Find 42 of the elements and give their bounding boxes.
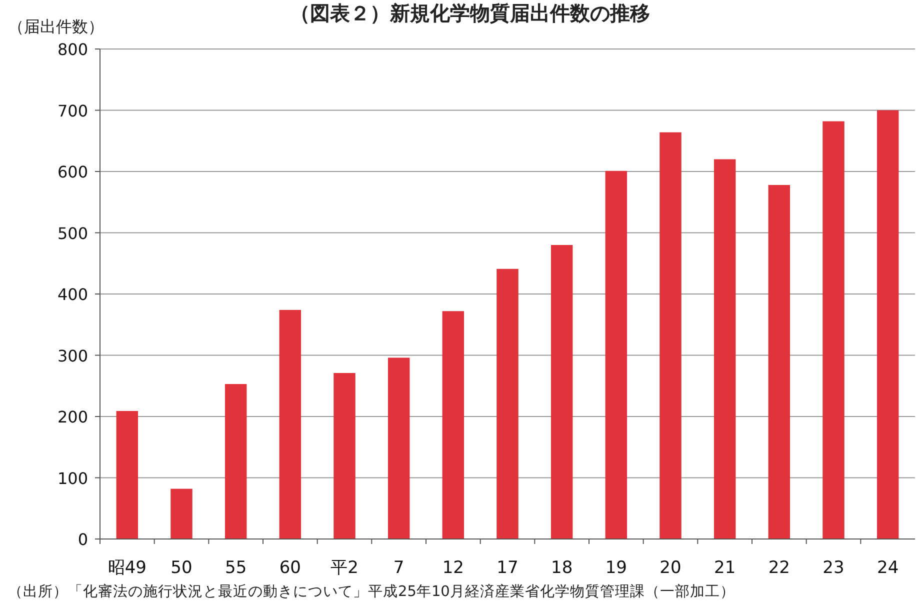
y-tick-label: 500	[57, 224, 88, 243]
y-tick-label: 600	[57, 162, 88, 182]
x-tick-label: 21	[714, 558, 736, 578]
bar	[388, 358, 410, 539]
bar	[876, 110, 899, 539]
x-tick-label: 7	[393, 558, 404, 578]
bar	[442, 311, 464, 539]
bar	[224, 384, 247, 539]
y-tick-label: 400	[57, 285, 88, 304]
x-tick-label: 60	[279, 558, 301, 578]
bar	[116, 410, 138, 539]
bar	[660, 132, 682, 539]
bar	[714, 159, 736, 539]
y-tick-label: 700	[57, 101, 88, 120]
chart-title: （図表２）新規化学物質届出件数の推移	[290, 1, 650, 25]
y-tick-label: 0	[78, 530, 88, 549]
x-tick-label: 24	[877, 558, 899, 578]
y-tick-label: 300	[57, 346, 88, 366]
x-tick-label: 平2	[330, 558, 358, 578]
bar	[822, 121, 844, 539]
x-tick-label: 12	[442, 558, 464, 578]
x-tick-label: 22	[768, 558, 790, 578]
bar	[550, 245, 573, 539]
bar	[768, 184, 790, 539]
x-tick-label: 20	[660, 558, 682, 578]
x-tick-label: 昭49	[108, 558, 146, 578]
bar	[279, 310, 302, 539]
bar	[496, 268, 518, 539]
x-tick-label: 50	[170, 558, 192, 578]
x-tick-label: 17	[496, 558, 518, 578]
x-tick-label: 23	[822, 558, 844, 578]
y-tick-label: 100	[57, 468, 88, 488]
y-axis-title: （届出件数）	[8, 17, 104, 36]
bar	[334, 373, 356, 539]
x-tick-label: 19	[605, 558, 627, 578]
x-tick-label: 55	[225, 558, 247, 578]
y-tick-label: 800	[57, 40, 88, 59]
y-tick-label: 200	[57, 408, 88, 426]
bar	[170, 488, 192, 539]
text: （出所）「化審法の施行状況と最近の動きについて」平成25年10月経済産業省化学物質管理課（一部加工）	[8, 583, 735, 600]
x-tick-label: 18	[551, 558, 573, 578]
bar	[605, 170, 628, 539]
